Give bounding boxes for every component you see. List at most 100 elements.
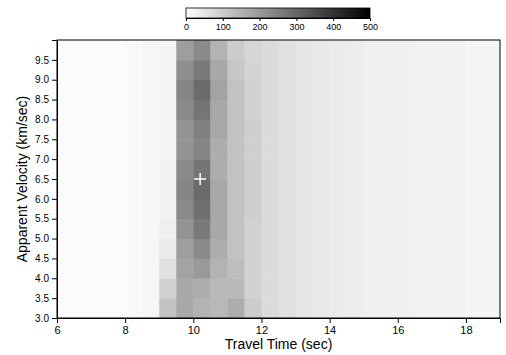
heat-cell xyxy=(176,258,194,278)
heat-cell xyxy=(381,159,399,179)
heat-cell xyxy=(159,100,177,120)
heat-cell xyxy=(415,298,433,318)
heat-cell xyxy=(381,80,399,100)
heat-cell xyxy=(432,219,450,239)
heat-cell xyxy=(449,139,467,159)
heat-cell xyxy=(449,258,467,278)
heat-cell xyxy=(415,40,433,60)
heat-cell xyxy=(296,159,314,179)
heat-cell xyxy=(347,298,365,318)
heat-cell xyxy=(159,298,177,318)
heat-cell xyxy=(57,40,75,60)
heat-cell xyxy=(432,199,450,219)
heat-cell xyxy=(296,119,314,139)
heat-cell xyxy=(57,159,75,179)
heat-cell xyxy=(364,159,382,179)
heat-cell xyxy=(125,258,143,278)
heat-cell xyxy=(74,199,92,219)
heat-cell xyxy=(313,60,331,80)
heat-cell xyxy=(313,119,331,139)
heat-cell xyxy=(381,139,399,159)
heat-cell xyxy=(330,139,348,159)
heat-cell xyxy=(261,159,279,179)
heat-cell xyxy=(296,100,314,120)
heat-cell xyxy=(432,278,450,298)
heat-cell xyxy=(313,219,331,239)
heat-cell xyxy=(483,258,500,278)
heat-cell xyxy=(193,278,211,298)
heat-cell xyxy=(296,199,314,219)
x-axis-title: Travel Time (sec) xyxy=(225,336,333,352)
x-axis: 681012141618 xyxy=(54,318,500,336)
heat-cell xyxy=(108,159,126,179)
heat-cell xyxy=(176,179,194,199)
heat-cell xyxy=(142,219,160,239)
heat-cell xyxy=(466,258,484,278)
heat-cell xyxy=(125,219,143,239)
x-tick: 8 xyxy=(123,318,129,336)
x-tick-label: 6 xyxy=(54,324,60,336)
heat-cell xyxy=(57,119,75,139)
heat-cell xyxy=(125,179,143,199)
colorbar-axis-line xyxy=(187,19,371,22)
heat-cell xyxy=(483,80,500,100)
heat-cell xyxy=(466,80,484,100)
y-tick: 3.5 xyxy=(35,293,57,304)
colorbar-tick: 300 xyxy=(289,18,304,32)
heat-cell xyxy=(483,100,500,120)
heat-cell xyxy=(415,80,433,100)
y-tick: 5.0 xyxy=(35,233,57,244)
heat-cell xyxy=(330,199,348,219)
heat-cell xyxy=(261,258,279,278)
heat-cell xyxy=(74,219,92,239)
heat-cell xyxy=(415,219,433,239)
heat-cell xyxy=(176,159,194,179)
colorbar-tick: 500 xyxy=(363,18,378,32)
heat-cell xyxy=(347,179,365,199)
heat-cell xyxy=(449,179,467,199)
heat-cell xyxy=(159,179,177,199)
heat-cell xyxy=(466,119,484,139)
colorbar-tick-mark xyxy=(260,18,261,21)
colorbar-ramp xyxy=(186,8,370,18)
heat-cell xyxy=(364,100,382,120)
heat-cell xyxy=(432,60,450,80)
x-tick: 6 xyxy=(54,318,60,336)
heat-cell xyxy=(125,159,143,179)
x-tick-label: 14 xyxy=(324,324,336,336)
heat-cell xyxy=(210,278,228,298)
x-tick-label: 18 xyxy=(460,324,472,336)
y-tick-mark xyxy=(52,60,57,61)
heat-cell xyxy=(330,100,348,120)
heat-cell xyxy=(244,139,262,159)
y-axis: 3.03.54.04.55.05.56.06.57.07.58.08.59.09… xyxy=(35,41,57,324)
chart: 6810121416183.03.54.04.55.05.56.06.57.07… xyxy=(0,0,506,355)
heat-cell xyxy=(483,278,500,298)
heat-cell xyxy=(91,60,109,80)
heat-cell xyxy=(74,278,92,298)
x-tick: 16 xyxy=(392,318,404,336)
heat-cell xyxy=(57,278,75,298)
heat-cell xyxy=(159,278,177,298)
heat-cell xyxy=(296,139,314,159)
heat-cell xyxy=(398,80,416,100)
heat-cell xyxy=(125,239,143,259)
heat-cell xyxy=(398,179,416,199)
heat-cell xyxy=(74,298,92,318)
heat-cell xyxy=(142,258,160,278)
heat-cell xyxy=(261,80,279,100)
heat-cell xyxy=(330,60,348,80)
colorbar-tick-mark xyxy=(223,18,224,21)
heat-cell xyxy=(227,40,245,60)
heat-cell xyxy=(244,199,262,219)
heat-cell xyxy=(261,278,279,298)
heat-cell xyxy=(330,219,348,239)
heat-cell xyxy=(483,60,500,80)
y-tick-mark xyxy=(52,239,57,240)
colorbar-tick-mark xyxy=(296,18,297,21)
heatmap xyxy=(57,40,500,318)
heat-cell xyxy=(74,258,92,278)
heat-cell xyxy=(210,179,228,199)
heat-cell xyxy=(466,100,484,120)
heat-cell xyxy=(296,258,314,278)
